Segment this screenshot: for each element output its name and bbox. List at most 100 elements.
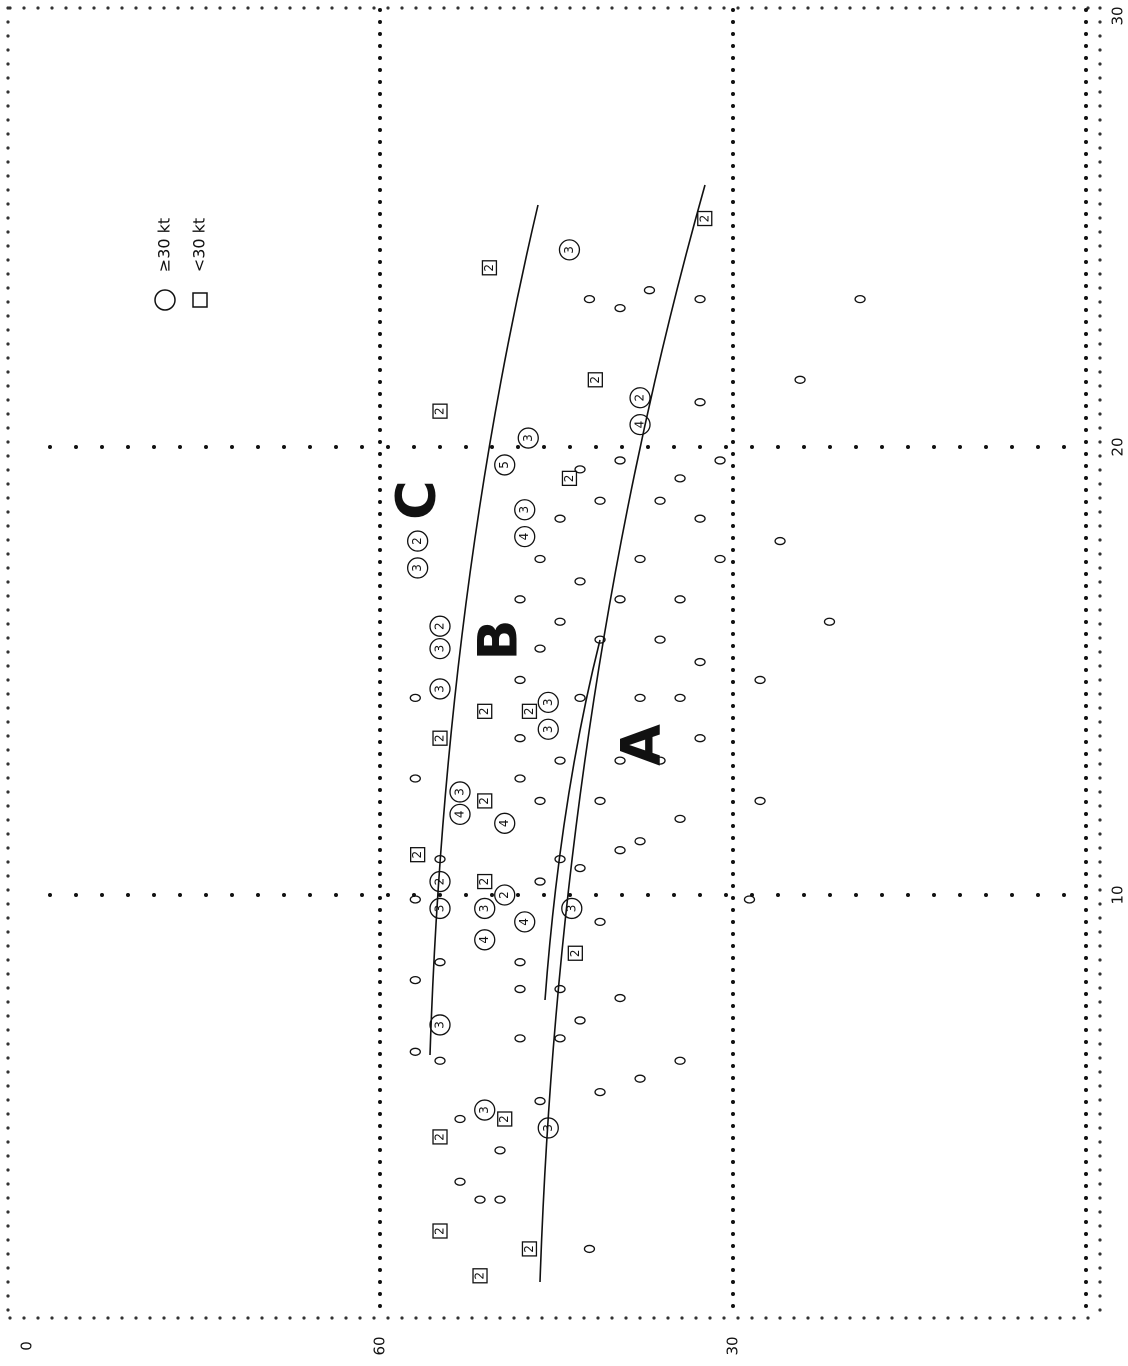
- marker-circle: [429, 678, 451, 700]
- border-dot: [526, 1316, 530, 1320]
- count-label: 3: [433, 905, 447, 913]
- border-dot: [512, 6, 516, 10]
- data-point: 2: [477, 793, 493, 809]
- marker-circle: [494, 454, 516, 476]
- border-dot: [6, 286, 10, 290]
- border-dot: [1098, 356, 1102, 360]
- count-label: 2: [433, 878, 447, 886]
- border-dot: [1098, 1308, 1102, 1312]
- marker-zero: [634, 693, 646, 703]
- border-dot: [6, 1168, 10, 1172]
- border-dot: [1098, 1056, 1102, 1060]
- marker-square: [472, 1268, 488, 1284]
- border-dot: [1016, 1316, 1020, 1320]
- border-dot: [6, 1028, 10, 1032]
- border-dot: [36, 6, 40, 10]
- marker-square: [477, 703, 493, 719]
- marker-zero: [534, 554, 546, 564]
- marker-zero: [714, 554, 726, 564]
- border-dot: [1098, 160, 1102, 164]
- border-dot: [344, 6, 348, 10]
- marker-square: [567, 945, 583, 961]
- data-point: 2: [561, 470, 578, 487]
- data-point: [434, 1056, 446, 1065]
- border-dot: [6, 1084, 10, 1088]
- data-point: [494, 1146, 506, 1155]
- border-dot: [666, 1316, 670, 1320]
- data-point: [534, 644, 546, 653]
- border-dot: [1098, 1098, 1102, 1102]
- border-dot: [288, 1316, 292, 1320]
- border-dot: [6, 1266, 10, 1270]
- data-point: [514, 675, 526, 685]
- border-dot: [1044, 1316, 1048, 1320]
- border-dot: [6, 888, 10, 892]
- marker-square: [432, 1223, 448, 1239]
- border-dot: [6, 216, 10, 220]
- data-point: [514, 958, 526, 967]
- border-dot: [1098, 748, 1102, 752]
- border-dot: [946, 6, 950, 10]
- count-label: 3: [521, 434, 535, 442]
- marker-zero: [614, 993, 626, 1003]
- marker-zero: [514, 774, 526, 783]
- count-label: 2: [522, 707, 536, 715]
- border-dot: [1098, 1084, 1102, 1088]
- data-point: [434, 958, 446, 967]
- border-dot: [1098, 1126, 1102, 1130]
- border-dot: [722, 6, 726, 10]
- marker-zero: [634, 837, 646, 846]
- region-label: C: [385, 480, 448, 520]
- data-point: [614, 846, 626, 855]
- data-point: [514, 1034, 526, 1043]
- border-dot: [6, 1098, 10, 1102]
- border-dot: [498, 6, 502, 10]
- marker-circle: [407, 557, 429, 579]
- data-point: 2: [629, 387, 651, 409]
- marker-zero: [654, 496, 666, 505]
- data-point: [694, 657, 706, 667]
- marker-zero: [654, 756, 666, 765]
- data-point: [583, 1244, 596, 1254]
- border-dot: [386, 6, 390, 10]
- border-dot: [6, 468, 10, 472]
- data-point: [654, 756, 666, 765]
- border-dot: [1098, 440, 1102, 444]
- marker-circle: [474, 929, 496, 951]
- border-dot: [50, 1316, 54, 1320]
- border-dot: [526, 6, 530, 10]
- border-dot: [6, 608, 10, 612]
- border-dot: [1098, 664, 1102, 668]
- marker-zero: [694, 734, 706, 743]
- border-dot: [1098, 104, 1102, 108]
- border-dot: [6, 1280, 10, 1284]
- data-point: 2: [697, 210, 713, 227]
- data-point: [554, 617, 566, 626]
- border-dot: [1098, 678, 1102, 682]
- border-dot: [1098, 622, 1102, 626]
- border-dot: [148, 6, 152, 10]
- border-dot: [246, 1316, 250, 1320]
- data-point: 2: [407, 530, 429, 552]
- border-dot: [6, 734, 10, 738]
- border-dot: [6, 902, 10, 906]
- border-dot: [6, 930, 10, 934]
- border-dot: [1098, 818, 1102, 822]
- data-point: [514, 595, 526, 604]
- border-dot: [1098, 1224, 1102, 1228]
- marker-circle: [514, 499, 536, 521]
- border-dot: [78, 1316, 82, 1320]
- marker-zero: [754, 796, 766, 806]
- data-point: 2: [567, 945, 583, 961]
- marker-zero: [674, 595, 686, 604]
- border-dot: [6, 188, 10, 192]
- marker-zero: [474, 1195, 486, 1204]
- data-point: 4: [449, 803, 471, 826]
- border-dot: [218, 1316, 222, 1320]
- border-dot: [6, 1014, 10, 1018]
- border-dot: [456, 6, 460, 10]
- border-dot: [6, 524, 10, 528]
- data-point: [594, 796, 606, 806]
- border-dot: [582, 6, 586, 10]
- data-point: 3: [514, 499, 536, 521]
